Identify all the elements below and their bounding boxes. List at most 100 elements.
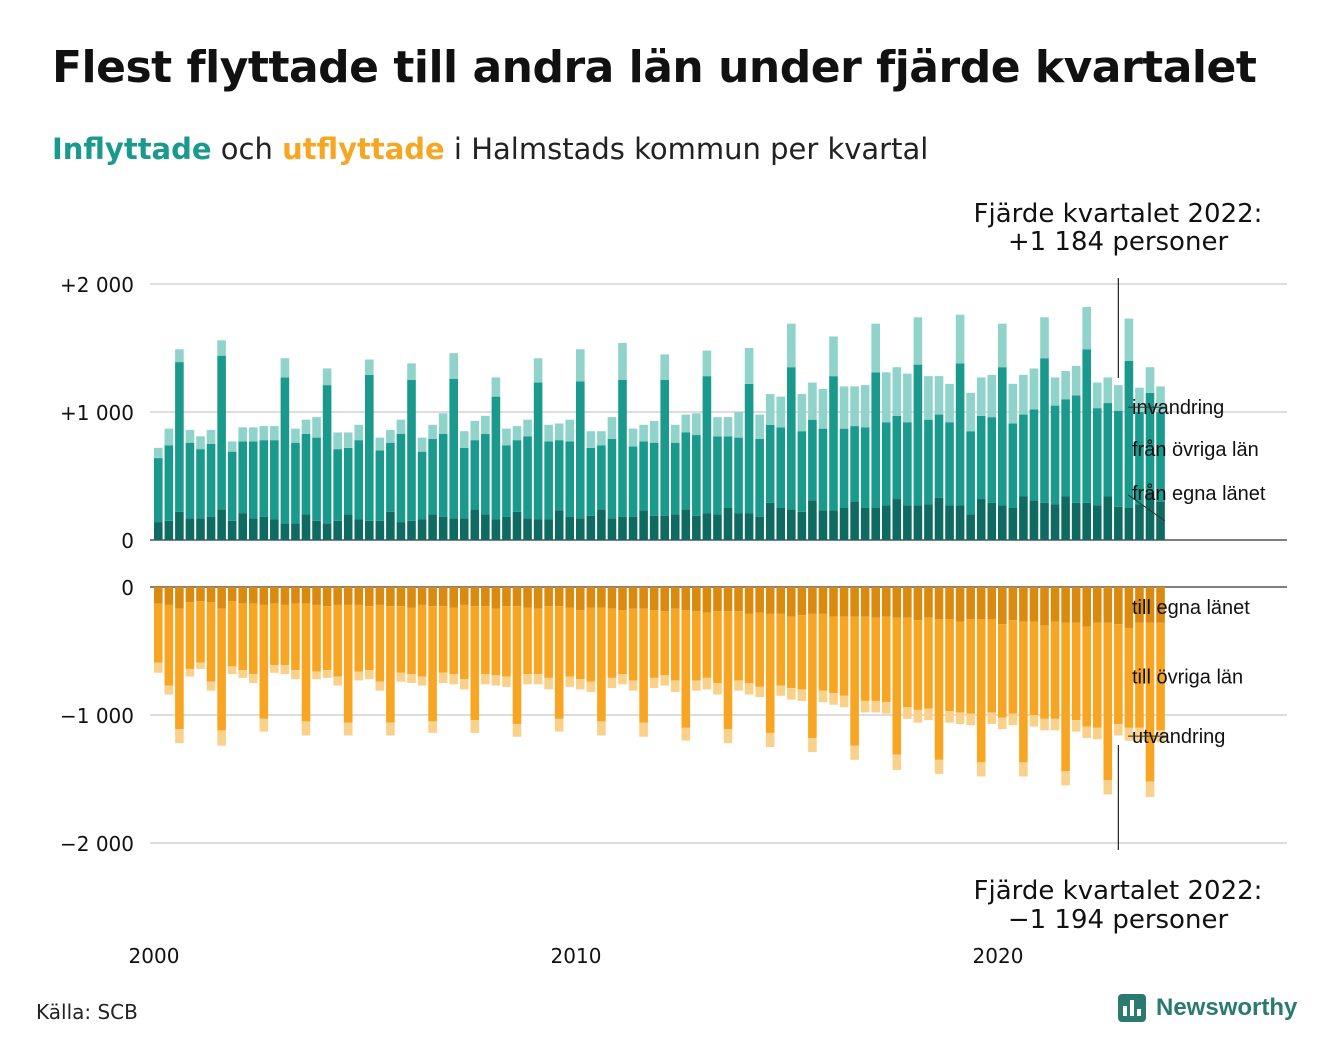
bar-outflow-segment — [871, 587, 880, 618]
bar-outflow-segment — [312, 671, 321, 680]
bar-inflow-segment — [955, 314, 965, 364]
series-label-outflow: utvandring — [1132, 726, 1225, 748]
bar-inflow-segment — [280, 358, 290, 378]
bar-inflow-segment — [343, 432, 353, 448]
bar-inflow-segment — [934, 414, 944, 498]
bar-inflow-segment — [586, 447, 596, 516]
bar-outflow-segment — [945, 711, 954, 723]
bar-inflow-segment — [248, 427, 258, 442]
bar-inflow-segment — [1145, 367, 1155, 393]
bar-inflow-segment — [217, 340, 226, 356]
bar-inflow-segment — [670, 514, 680, 540]
bar-inflow-segment — [649, 442, 659, 516]
bar-inflow-segment — [333, 520, 342, 540]
bar-outflow-segment — [417, 587, 427, 605]
bar-inflow-segment — [1156, 501, 1165, 540]
bar-inflow-segment — [649, 515, 659, 540]
bar-outflow-segment — [333, 676, 342, 686]
bar-outflow-segment — [860, 587, 870, 617]
bar-outflow-segment — [470, 587, 480, 607]
bar-outflow-segment — [765, 732, 775, 747]
bar-inflow-segment — [913, 364, 923, 506]
bar-inflow-segment — [913, 505, 923, 540]
bar-inflow-segment — [765, 394, 775, 425]
bar-outflow-segment — [438, 587, 448, 607]
bar-outflow-segment — [1124, 727, 1134, 741]
bar-inflow-segment — [185, 442, 195, 519]
bar-inflow-segment — [1082, 307, 1091, 350]
bar-outflow-segment — [270, 603, 279, 666]
bar-inflow-segment — [438, 433, 448, 517]
bar-outflow-segment — [491, 587, 501, 609]
bar-inflow-segment — [280, 523, 290, 540]
bar-inflow-segment — [428, 424, 437, 439]
bar-outflow-segment — [206, 602, 216, 682]
bar-inflow-segment — [322, 368, 332, 386]
bar-inflow-segment — [670, 424, 680, 443]
bar-inflow-segment — [850, 386, 859, 427]
bar-inflow-segment — [713, 417, 722, 437]
bar-outflow-segment — [185, 668, 195, 677]
bar-outflow-segment — [396, 672, 406, 682]
bar-inflow-segment — [238, 441, 247, 514]
bar-inflow-segment — [787, 509, 796, 540]
bar-outflow-segment — [1050, 621, 1060, 719]
bar-outflow-segment — [217, 730, 226, 746]
bar-inflow-segment — [554, 440, 564, 511]
bar-outflow-segment — [533, 587, 543, 609]
bar-inflow-segment — [322, 385, 332, 524]
bar-inflow-segment — [734, 513, 743, 540]
bar-inflow-segment — [913, 317, 923, 365]
bar-inflow-segment — [618, 380, 627, 517]
bar-outflow-segment — [291, 587, 300, 604]
bar-inflow-segment — [744, 383, 754, 514]
bar-inflow-segment — [1071, 395, 1081, 503]
bar-outflow-segment — [681, 610, 691, 728]
logo-text: Newsworthy — [1156, 994, 1298, 1021]
bar-outflow-segment — [502, 587, 511, 607]
bar-outflow-segment — [386, 587, 395, 607]
bar-inflow-segment — [903, 373, 912, 423]
bar-outflow-segment — [1135, 727, 1144, 741]
bar-inflow-segment — [185, 429, 195, 443]
bar-outflow-segment — [428, 587, 437, 607]
bar-inflow-segment — [375, 450, 385, 521]
bar-inflow-segment — [576, 349, 585, 382]
bar-outflow-segment — [365, 670, 374, 680]
bar-outflow-segment — [955, 587, 965, 622]
bar-inflow-segment — [175, 362, 184, 512]
bar-outflow-segment — [438, 606, 448, 673]
bar-outflow-segment — [365, 606, 374, 671]
bar-outflow-segment — [934, 587, 944, 619]
bar-outflow-segment — [1124, 587, 1134, 628]
bar-inflow-segment — [438, 413, 448, 434]
bar-inflow-segment — [1114, 506, 1123, 540]
bar-outflow-segment — [1103, 587, 1113, 623]
bar-outflow-segment — [797, 587, 807, 616]
bar-inflow-segment — [438, 516, 448, 540]
bar-outflow-segment — [839, 616, 849, 696]
bar-outflow-segment — [248, 674, 258, 683]
bar-outflow-segment — [1114, 624, 1123, 724]
series-label-outflow: till övriga län — [1132, 667, 1243, 689]
bar-outflow-segment — [1156, 622, 1165, 731]
bar-outflow-segment — [945, 619, 954, 712]
bar-inflow-segment — [491, 377, 501, 397]
bar-inflow-segment — [734, 412, 743, 438]
bar-inflow-segment — [776, 508, 786, 540]
bar-inflow-segment — [533, 382, 543, 520]
bar-inflow-segment — [407, 520, 416, 540]
bar-inflow-segment — [713, 514, 722, 540]
xtick-label: 2020 — [973, 944, 1024, 968]
bar-inflow-segment — [291, 523, 300, 540]
bar-inflow-segment — [618, 342, 627, 380]
bar-outflow-segment — [597, 607, 606, 722]
bar-outflow-segment — [744, 587, 754, 614]
bar-inflow-segment — [808, 419, 817, 501]
bar-outflow-segment — [987, 619, 997, 713]
bar-outflow-segment — [301, 721, 311, 736]
series-label-inflow: från egna länet — [1132, 483, 1266, 505]
bar-inflow-segment — [702, 376, 712, 514]
bar-inflow-segment — [966, 514, 975, 540]
bar-inflow-segment — [502, 428, 511, 446]
